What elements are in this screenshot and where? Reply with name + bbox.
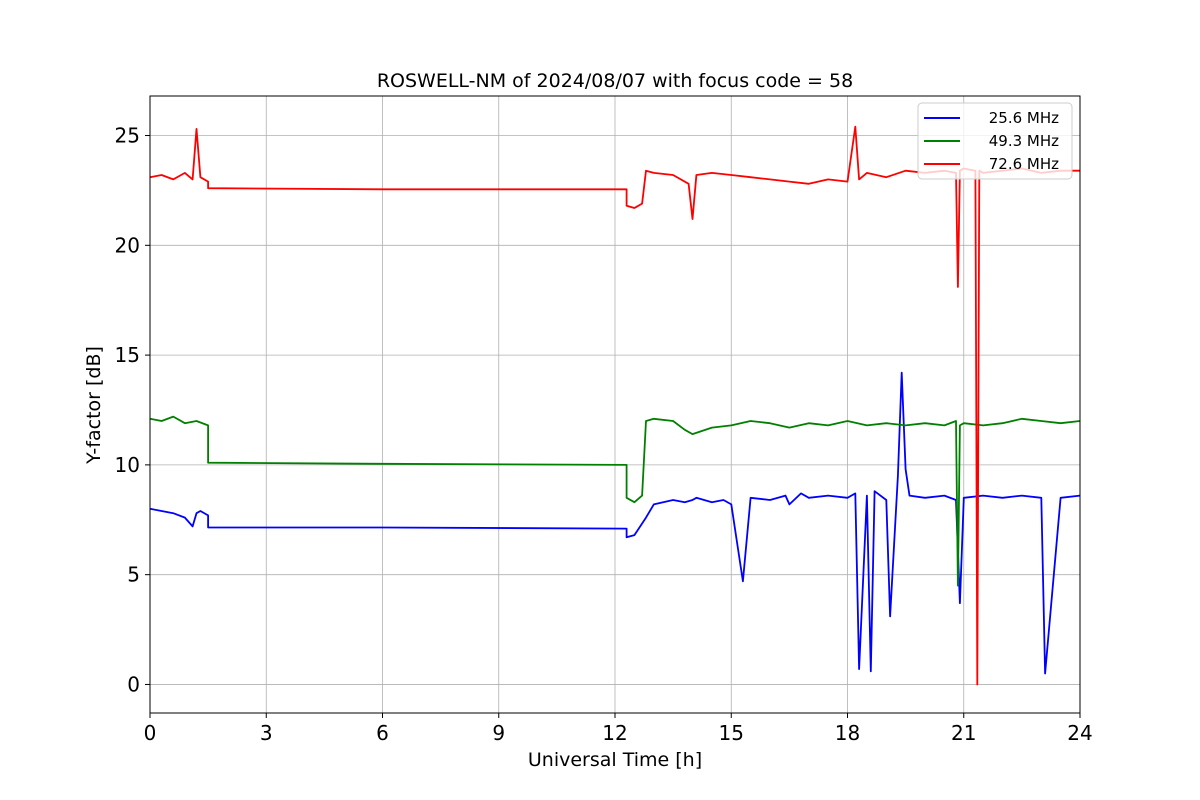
grid-lines <box>150 96 1080 713</box>
plot-area: 0 3 6 9 12 15 18 21 24 0 5 10 15 20 25 <box>115 95 1093 745</box>
y-tick-label: 25 <box>115 124 140 148</box>
legend-box <box>917 102 1073 180</box>
x-tick-label: 0 <box>144 721 157 745</box>
x-tick-label: 3 <box>260 721 273 745</box>
x-tick-label: 6 <box>376 721 389 745</box>
y-tick-label: 20 <box>115 233 140 257</box>
y-axis-label: Y-factor [dB] <box>83 346 105 465</box>
legend: 25.6 MHz 49.3 MHz 72.6 MHz <box>917 102 1073 180</box>
legend-label: 25.6 MHz <box>989 109 1059 127</box>
x-tick-label: 12 <box>602 721 627 745</box>
y-axis-ticks: 0 5 10 15 20 25 <box>115 124 150 696</box>
legend-label: 49.3 MHz <box>989 132 1059 150</box>
series-line-2 <box>149 415 1081 587</box>
y-tick-label: 10 <box>115 453 140 477</box>
x-tick-label: 9 <box>492 721 505 745</box>
x-axis-ticks: 0 3 6 9 12 15 18 21 24 <box>144 713 1093 745</box>
x-tick-label: 24 <box>1067 721 1092 745</box>
x-tick-label: 18 <box>835 721 860 745</box>
legend-label: 72.6 MHz <box>989 155 1059 173</box>
x-tick-label: 15 <box>719 721 744 745</box>
y-tick-label: 15 <box>115 343 140 367</box>
y-tick-label: 5 <box>127 563 140 587</box>
x-tick-label: 21 <box>951 721 976 745</box>
series-lines <box>149 125 1081 686</box>
chart-title: ROSWELL-NM of 2024/08/07 with focus code… <box>377 70 853 92</box>
series-line-3 <box>149 125 1080 686</box>
y-tick-label: 0 <box>127 672 140 696</box>
x-axis-label: Universal Time [h] <box>528 749 702 771</box>
